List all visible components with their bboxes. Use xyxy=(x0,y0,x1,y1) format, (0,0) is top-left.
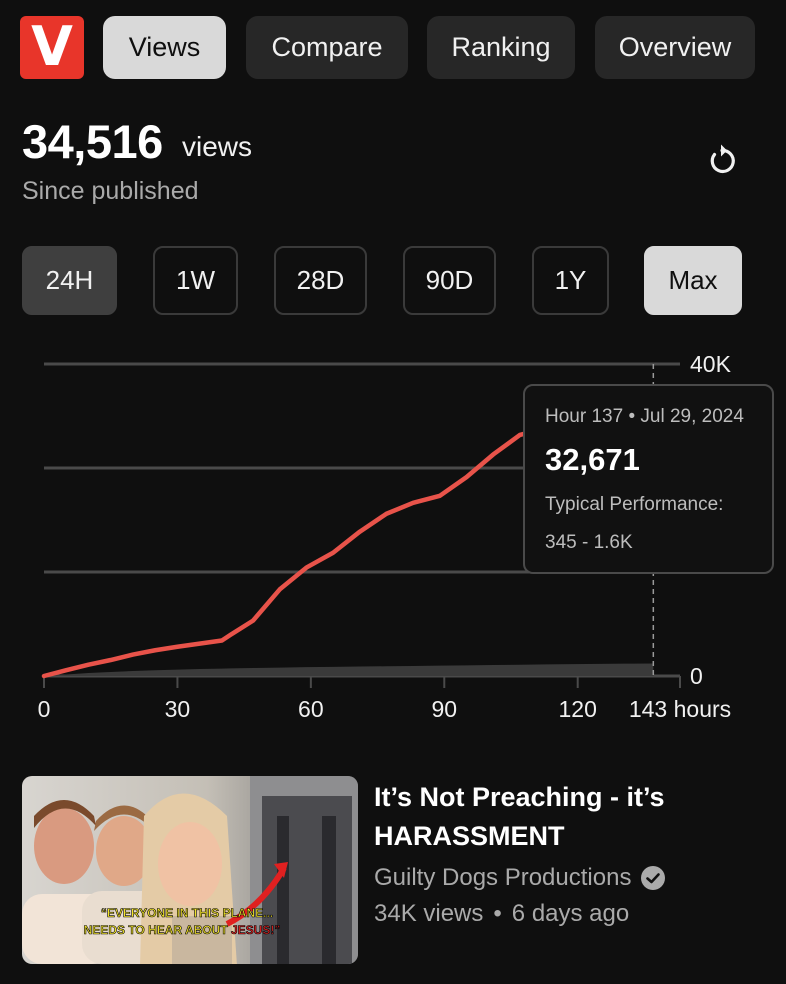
channel-name[interactable]: Guilty Dogs Productions xyxy=(374,864,632,891)
thumbnail-caption-line1: “EVERYONE IN THIS PLANE... xyxy=(101,906,273,920)
video-views: 34K views xyxy=(374,900,484,927)
x-tick-label: 120 xyxy=(559,696,597,722)
svg-text:NEEDS TO HEAR ABOUT JESUS!”: NEEDS TO HEAR ABOUT JESUS!” xyxy=(84,923,281,937)
chart-tooltip: Hour 137 • Jul 29, 2024 32,671 Typical P… xyxy=(523,384,774,574)
range-24h[interactable]: 24H xyxy=(22,246,117,315)
thumbnail-caption-line2a: NEEDS TO HEAR ABOUT xyxy=(84,923,231,937)
x-tick-label: 0 xyxy=(38,696,51,722)
tab-overview[interactable]: Overview xyxy=(595,16,755,79)
y-tick-label: 40K xyxy=(690,351,732,377)
range-1y[interactable]: 1Y xyxy=(532,246,609,315)
range-28d[interactable]: 28D xyxy=(274,246,367,315)
video-age: 6 days ago xyxy=(511,900,630,927)
x-tick-label: 143 hours xyxy=(629,696,731,722)
tooltip-typical-range: 345 - 1.6K xyxy=(545,532,633,553)
views-chart[interactable]: 0 40K 0 30 60 90 120 143 hours xyxy=(0,340,786,730)
tooltip-typical-label: Typical Performance: xyxy=(545,494,724,515)
tab-ranking[interactable]: Ranking xyxy=(427,16,575,79)
video-title[interactable]: It’s Not Preaching - it’s HARASSMENT xyxy=(374,782,665,851)
x-tick-label: 90 xyxy=(431,696,457,722)
y-tick-label: 0 xyxy=(690,663,703,689)
thumbnail-caption-line2b: JESUS!” xyxy=(231,923,280,937)
range-max[interactable]: Max xyxy=(644,246,742,315)
video-thumbnail[interactable]: “EVERYONE IN THIS PLANE... NEEDS TO HEAR… xyxy=(22,776,358,964)
tooltip-value: 32,671 xyxy=(545,442,640,477)
x-tick-label: 30 xyxy=(165,696,191,722)
logo-letter: V xyxy=(31,14,73,78)
since-published-label: Since published xyxy=(22,177,199,205)
verified-check-icon xyxy=(641,866,666,890)
tooltip-header: Hour 137 • Jul 29, 2024 xyxy=(545,406,744,427)
app-logo[interactable]: V xyxy=(20,16,84,79)
meta-separator: • xyxy=(493,900,502,927)
view-count: 34,516 xyxy=(22,115,163,168)
refresh-icon[interactable] xyxy=(702,141,742,181)
range-90d[interactable]: 90D xyxy=(403,246,496,315)
video-meta: 34K views • 6 days ago xyxy=(374,900,629,928)
typical-performance-band xyxy=(44,663,654,676)
channel-row[interactable]: Guilty Dogs Productions xyxy=(374,864,666,892)
x-tick-label: 60 xyxy=(298,696,324,722)
tab-compare[interactable]: Compare xyxy=(246,16,408,79)
range-1w[interactable]: 1W xyxy=(153,246,238,315)
tab-views[interactable]: Views xyxy=(103,16,226,79)
view-count-unit: views xyxy=(182,131,253,162)
